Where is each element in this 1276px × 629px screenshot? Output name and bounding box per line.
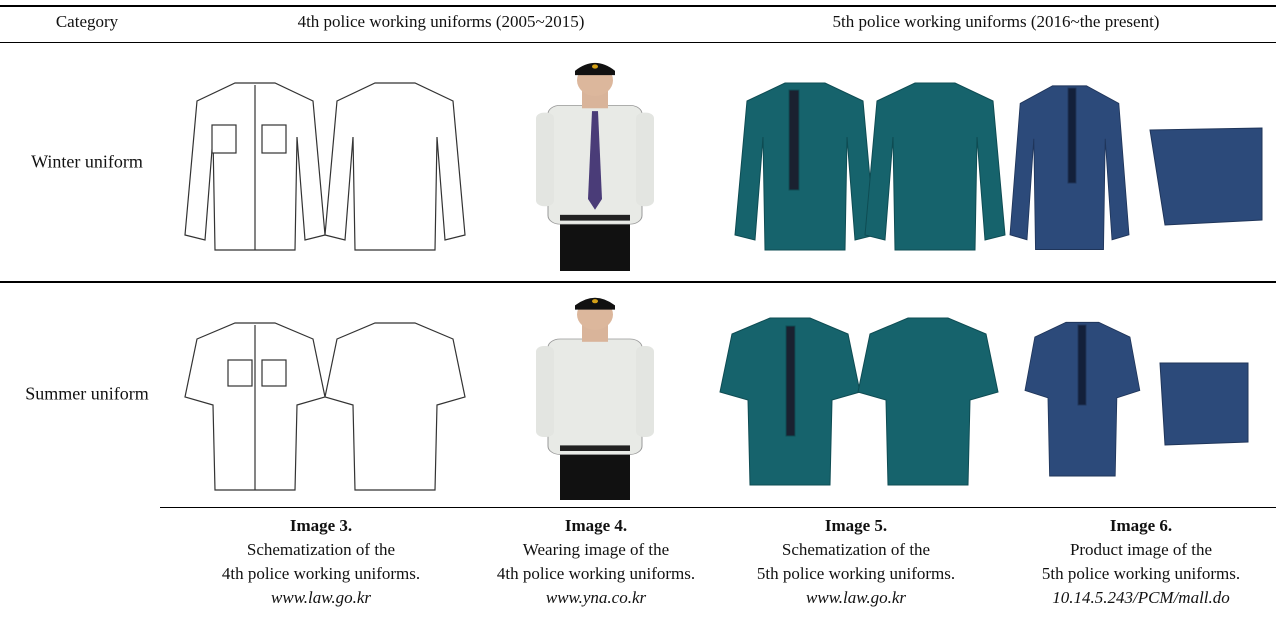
shape [212,125,236,153]
shape [262,125,286,153]
caption-source: 10.14.5.243/PCM/mall.do [1006,586,1276,610]
caption-source: www.law.go.kr [186,586,456,610]
navy-product [1010,86,1262,476]
shape [228,360,252,386]
shape [789,90,799,190]
caption-title: Image 4. [461,514,731,538]
schematic-summer [185,323,465,490]
page: Category 4th police working uniforms (20… [0,0,1276,629]
shape [1078,325,1086,405]
caption-source: www.yna.co.kr [461,586,731,610]
shape [735,83,875,250]
caption-line: Schematization of the [721,538,991,562]
shape [786,326,795,436]
wearing-summer [536,298,654,500]
shape [536,298,654,500]
caption-line: 5th police working uniforms. [1006,562,1276,586]
schematic-winter [185,83,465,250]
shape [1160,363,1248,445]
shape [325,83,465,250]
shape [325,323,465,490]
caption-line: Product image of the [1006,538,1276,562]
shape [1068,88,1076,183]
caption-line: Schematization of the [186,538,456,562]
shape [1150,128,1262,225]
caption-line: 4th police working uniforms. [461,562,731,586]
caption-title: Image 5. [721,514,991,538]
caption-line: Wearing image of the [461,538,731,562]
caption-source: www.law.go.kr [721,586,991,610]
teal-schematic [720,83,1005,485]
caption-title: Image 6. [1006,514,1276,538]
shape [858,318,998,485]
caption-line: 5th police working uniforms. [721,562,991,586]
wearing-winter [536,63,654,271]
shape [865,83,1005,250]
caption-title: Image 3. [186,514,456,538]
caption-line: 4th police working uniforms. [186,562,456,586]
shape [262,360,286,386]
